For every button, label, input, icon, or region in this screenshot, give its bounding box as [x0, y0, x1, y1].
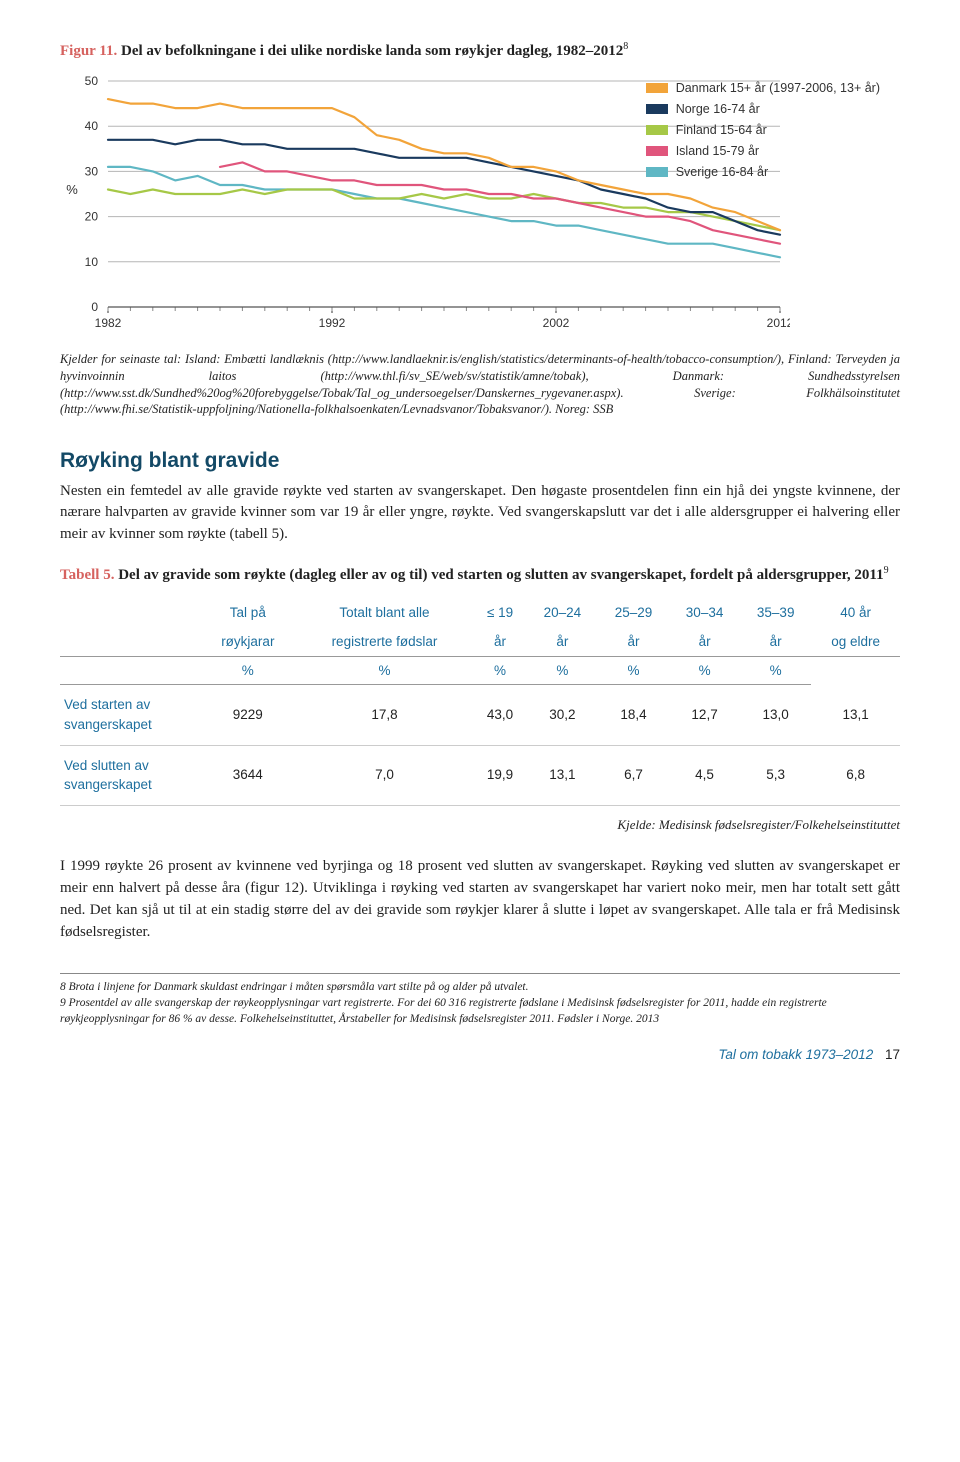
table-label: Tabell 5.: [60, 567, 114, 583]
col-subheader: og eldre: [811, 626, 900, 656]
legend-swatch: [646, 146, 668, 156]
legend-swatch: [646, 104, 668, 114]
figure-title: Figur 11. Del av befolkningane i dei uli…: [60, 40, 900, 63]
col-header: 35–39: [740, 597, 811, 627]
svg-text:2012: 2012: [767, 316, 790, 330]
data-cell: 7,0: [296, 745, 474, 805]
page-number: 17: [885, 1047, 900, 1062]
col-subheader: år: [473, 626, 527, 656]
chart-container: 0 10 20 30 40 50% 1982 1992 2002 2012 Danmark 15+…: [60, 75, 900, 335]
legend-item: Danmark 15+ år (1997-2006, 13+ år): [646, 79, 880, 97]
percent-cell: %: [473, 656, 527, 685]
figure-source: Kjelder for seinaste tal: Island: Embætt…: [60, 351, 900, 419]
footnote: 9 Prosentdel av alle svangerskap der røy…: [60, 996, 900, 1027]
col-subheader: registrerte fødslar: [296, 626, 474, 656]
page-footer: Tal om tobakk 1973–2012 17: [60, 1045, 900, 1065]
chart-legend: Danmark 15+ år (1997-2006, 13+ år) Norge …: [646, 79, 880, 185]
col-header: 25–29: [598, 597, 669, 627]
table-row: Ved starten av svangerskapet922917,843,0…: [60, 685, 900, 745]
legend-swatch: [646, 83, 668, 93]
legend-label: Danmark 15+ år (1997-2006, 13+ år): [676, 79, 880, 97]
data-table: Tal påTotalt blant alle≤ 1920–2425–2930–…: [60, 597, 900, 806]
legend-item: Norge 16-74 år: [646, 100, 880, 118]
svg-text:30: 30: [85, 164, 99, 178]
percent-cell: %: [740, 656, 811, 685]
legend-item: Finland 15-64 år: [646, 121, 880, 139]
legend-label: Island 15-79 år: [676, 142, 759, 160]
col-header: Tal på: [200, 597, 296, 627]
legend-label: Sverige 16-84 år: [676, 163, 768, 181]
data-cell: 6,7: [598, 745, 669, 805]
row-label: Ved starten av svangerskapet: [60, 685, 200, 745]
legend-item: Island 15-79 år: [646, 142, 880, 160]
data-cell: 9229: [200, 685, 296, 745]
data-cell: 3644: [200, 745, 296, 805]
percent-cell: %: [200, 656, 296, 685]
footnotes: 8 Brota i linjene for Danmark skuldast e…: [60, 973, 900, 1027]
col-subheader: år: [669, 626, 740, 656]
svg-text:2002: 2002: [543, 316, 570, 330]
table-sup: 9: [884, 565, 889, 576]
data-cell: 17,8: [296, 685, 474, 745]
legend-item: Sverige 16-84 år: [646, 163, 880, 181]
legend-label: Finland 15-64 år: [676, 121, 767, 139]
col-subheader: år: [527, 626, 598, 656]
figure-title-text: Del av befolkningane i dei ulike nordisk…: [121, 43, 623, 59]
percent-cell: %: [598, 656, 669, 685]
legend-label: Norge 16-74 år: [676, 100, 760, 118]
data-cell: 19,9: [473, 745, 527, 805]
data-cell: 4,5: [669, 745, 740, 805]
svg-text:20: 20: [85, 209, 99, 223]
figure-label: Figur 11.: [60, 43, 117, 59]
data-cell: 43,0: [473, 685, 527, 745]
paragraph-2: I 1999 røykte 26 prosent av kvinnene ved…: [60, 856, 900, 943]
svg-text:10: 10: [85, 255, 99, 269]
data-cell: 13,1: [811, 685, 900, 745]
legend-swatch: [646, 167, 668, 177]
footer-title: Tal om tobakk 1973–2012: [718, 1047, 873, 1062]
col-subheader: røykjarar: [200, 626, 296, 656]
col-header: Totalt blant alle: [296, 597, 474, 627]
legend-swatch: [646, 125, 668, 135]
footnote: 8 Brota i linjene for Danmark skuldast e…: [60, 980, 900, 996]
table-title-text: Del av gravide som røykte (dagleg eller …: [118, 567, 883, 583]
data-cell: 6,8: [811, 745, 900, 805]
figure-sup: 8: [623, 41, 628, 52]
section-body: Nesten ein femtedel av alle gravide røyk…: [60, 481, 900, 546]
table-title: Tabell 5. Del av gravide som røykte (dag…: [60, 564, 900, 587]
col-header: 20–24: [527, 597, 598, 627]
table-row: Ved slutten av svangerskapet36447,019,91…: [60, 745, 900, 805]
col-subheader: år: [740, 626, 811, 656]
col-subheader: år: [598, 626, 669, 656]
svg-text:1982: 1982: [95, 316, 122, 330]
svg-text:0: 0: [91, 300, 98, 314]
percent-cell: %: [669, 656, 740, 685]
svg-text:50: 50: [85, 75, 99, 88]
section-heading: Røyking blant gravide: [60, 446, 900, 476]
col-header: 40 år: [811, 597, 900, 627]
col-header: ≤ 19: [473, 597, 527, 627]
data-cell: 12,7: [669, 685, 740, 745]
percent-cell: %: [527, 656, 598, 685]
data-cell: 18,4: [598, 685, 669, 745]
data-cell: 13,1: [527, 745, 598, 805]
data-cell: 30,2: [527, 685, 598, 745]
data-cell: 5,3: [740, 745, 811, 805]
svg-text:40: 40: [85, 119, 99, 133]
col-header: 30–34: [669, 597, 740, 627]
svg-text:1992: 1992: [319, 316, 346, 330]
table-source: Kjelde: Medisinsk fødselsregister/Folkeh…: [60, 816, 900, 835]
data-cell: 13,0: [740, 685, 811, 745]
percent-cell: %: [296, 656, 474, 685]
row-label: Ved slutten av svangerskapet: [60, 745, 200, 805]
svg-text:%: %: [66, 182, 78, 197]
